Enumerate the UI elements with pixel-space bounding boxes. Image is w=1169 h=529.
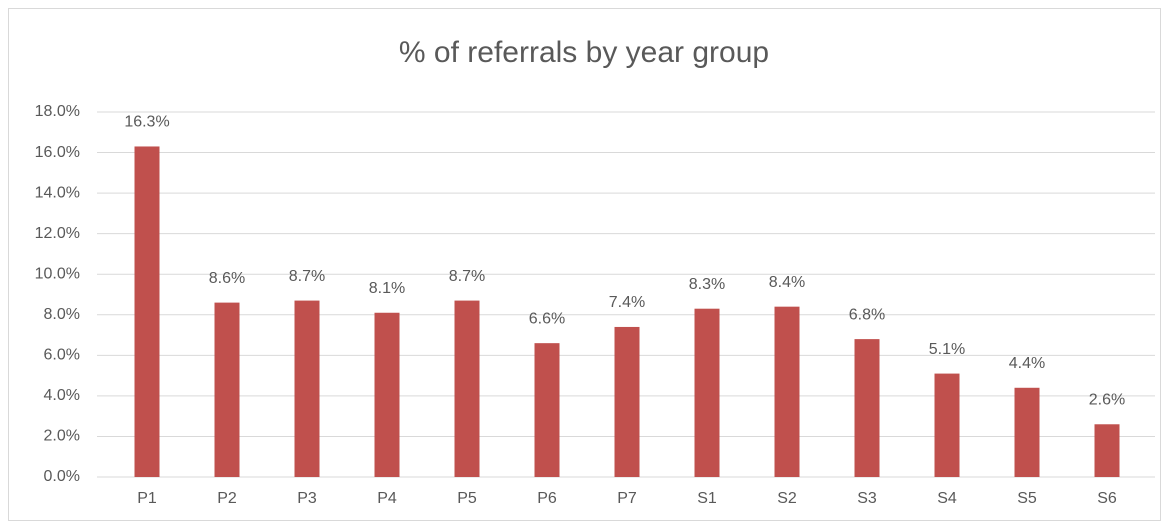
x-tick-label: S1	[697, 490, 717, 507]
bar	[214, 302, 240, 477]
x-tick-label: P5	[457, 490, 477, 507]
bar	[934, 373, 960, 477]
y-tick-label: 16.0%	[35, 144, 80, 161]
y-tick-label: 10.0%	[35, 265, 80, 282]
data-label: 8.7%	[289, 268, 325, 285]
bar	[1014, 387, 1040, 477]
x-tick-label: S6	[1097, 490, 1117, 507]
bar	[614, 326, 640, 477]
data-label: 8.3%	[689, 276, 725, 293]
x-tick-label: P3	[297, 490, 317, 507]
data-label: 7.4%	[609, 294, 645, 311]
data-label: 4.4%	[1009, 355, 1045, 372]
y-tick-label: 0.0%	[44, 468, 80, 485]
data-label: 8.6%	[209, 270, 245, 287]
y-tick-label: 4.0%	[44, 387, 80, 404]
bar	[1094, 424, 1120, 477]
bar	[854, 339, 880, 477]
data-label: 5.1%	[929, 341, 965, 358]
bar	[694, 308, 720, 477]
chart-border	[8, 8, 1161, 521]
x-tick-label: S4	[937, 490, 957, 507]
x-tick-label: P2	[217, 490, 237, 507]
x-tick-label: P4	[377, 490, 397, 507]
bar	[774, 306, 800, 477]
y-tick-label: 12.0%	[35, 225, 80, 242]
y-tick-label: 8.0%	[44, 306, 80, 323]
x-tick-label: S2	[777, 490, 797, 507]
data-label: 8.1%	[369, 280, 405, 297]
data-label: 8.7%	[449, 268, 485, 285]
data-label: 2.6%	[1089, 391, 1125, 408]
x-tick-label: P7	[617, 490, 637, 507]
chart-title: % of referrals by year group	[399, 36, 769, 69]
data-label: 8.4%	[769, 274, 805, 291]
data-label: 16.3%	[124, 114, 169, 131]
bar	[534, 343, 560, 477]
bar	[134, 146, 160, 477]
bar	[374, 312, 400, 477]
data-label: 6.8%	[849, 306, 885, 323]
y-tick-label: 14.0%	[35, 184, 80, 201]
x-tick-label: P6	[537, 490, 557, 507]
y-tick-label: 6.0%	[44, 347, 80, 364]
x-tick-label: S5	[1017, 490, 1037, 507]
bar	[454, 300, 480, 477]
x-tick-label: P1	[137, 490, 157, 507]
y-tick-label: 2.0%	[44, 428, 80, 445]
data-label: 6.6%	[529, 310, 565, 327]
x-tick-label: S3	[857, 490, 877, 507]
bar	[294, 300, 320, 477]
y-tick-label: 18.0%	[35, 103, 80, 120]
